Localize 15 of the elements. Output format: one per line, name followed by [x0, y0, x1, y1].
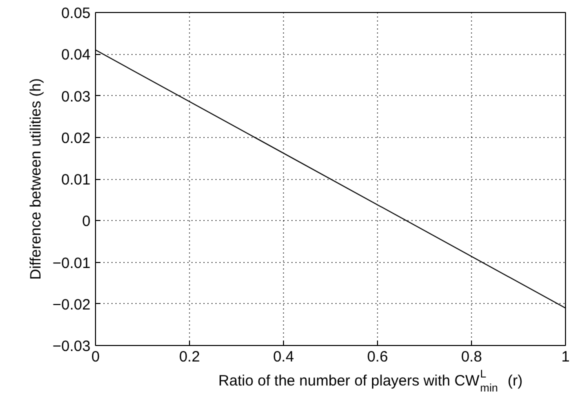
y-tick-label: 0.02: [61, 130, 91, 147]
y-axis-title: Difference between utilities (h): [28, 78, 45, 280]
x-tick-label: 0.8: [461, 348, 482, 366]
x-tick-label: 1: [561, 348, 570, 366]
y-tick-label: 0.01: [61, 172, 91, 188]
y-tick-label: 0: [82, 213, 90, 230]
y-tick-label: −0.03: [52, 338, 91, 355]
x-tick-label: 0.6: [367, 348, 388, 366]
y-tick-label: 0.03: [61, 88, 91, 106]
x-tick-label: 0.2: [179, 348, 200, 366]
x-tick-label: 0.4: [273, 348, 294, 366]
y-tick-label: 0.05: [61, 5, 91, 22]
y-tick-label: −0.02: [52, 296, 91, 314]
y-tick-label: 0.04: [61, 46, 91, 64]
y-tick-label: −0.01: [52, 254, 91, 272]
